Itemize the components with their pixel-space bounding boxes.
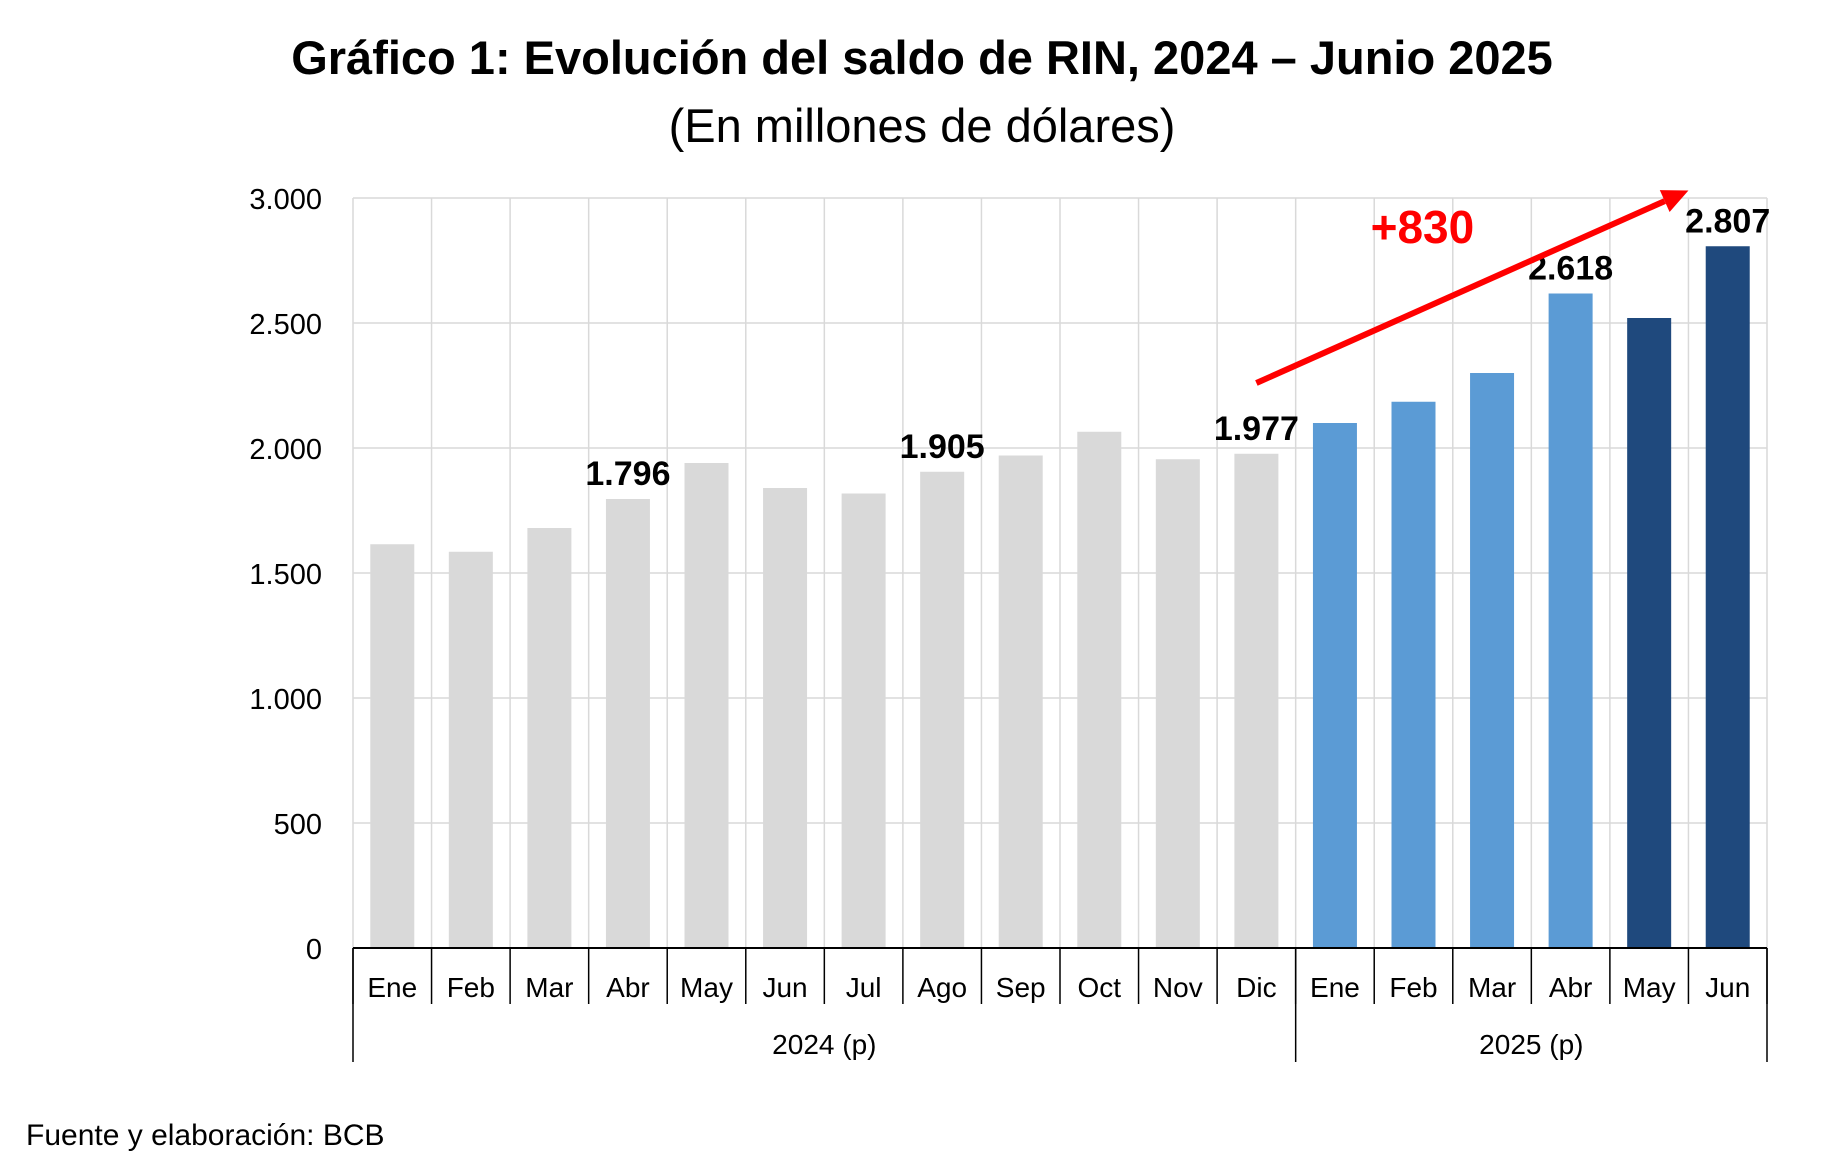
annotation-label: +830 <box>1371 201 1475 253</box>
bar-nov-10 <box>1155 459 1200 948</box>
bar-may-4 <box>684 463 729 948</box>
labels-layer: 0 500 1.000 1.500 2.000 2.500 3.000 Ene Feb Mar Ab… <box>249 184 1770 1060</box>
chart-title: Gráfico 1: Evolución del saldo de RIN, 2… <box>291 31 1553 84</box>
annotation-layer: +830 <box>1255 190 1689 386</box>
x-tick-label: Abr <box>1549 972 1593 1003</box>
x-tick-label: Ene <box>367 972 417 1003</box>
bar-abr-3 <box>605 499 650 948</box>
y-tick-label: 2.000 <box>249 434 322 466</box>
grid-layer <box>352 197 1768 948</box>
data-label: 1.905 <box>900 428 985 466</box>
bar-ene-12 <box>1312 423 1357 948</box>
source-note: Fuente y elaboración: BCB <box>26 1119 385 1152</box>
y-tick-label: 1.500 <box>249 559 322 591</box>
x-tick-label: Ene <box>1310 972 1360 1003</box>
x-tick-label: Nov <box>1153 972 1203 1003</box>
x-tick-label: Feb <box>1389 972 1437 1003</box>
bar-ago-7 <box>920 471 965 948</box>
y-tick-label: 2.500 <box>249 309 322 341</box>
x-group-label: 2024 (p) <box>772 1029 876 1060</box>
x-tick-label: Dic <box>1236 972 1276 1003</box>
bar-may-16 <box>1627 318 1672 948</box>
x-tick-label: May <box>680 972 733 1003</box>
bar-dic-11 <box>1234 453 1279 948</box>
x-tick-label: May <box>1623 972 1676 1003</box>
x-tick-label: Abr <box>606 972 650 1003</box>
bar-abr-15 <box>1548 293 1593 948</box>
bars-layer <box>370 246 1750 948</box>
bar-jun-5 <box>763 488 808 948</box>
chart-subtitle: (En millones de dólares) <box>668 99 1176 152</box>
data-label: 2.807 <box>1685 202 1770 240</box>
x-tick-label: Mar <box>1468 972 1516 1003</box>
trend-arrow-head <box>1659 190 1689 213</box>
bar-jun-17 <box>1705 246 1750 948</box>
bar-jul-6 <box>841 493 886 948</box>
axis-layer <box>352 947 1768 1062</box>
x-tick-label: Feb <box>447 972 495 1003</box>
x-tick-label: Mar <box>525 972 573 1003</box>
x-tick-label: Ago <box>917 972 967 1003</box>
bar-mar-2 <box>527 528 572 948</box>
x-tick-label: Sep <box>996 972 1046 1003</box>
bar-feb-13 <box>1391 401 1436 948</box>
x-tick-label: Jul <box>846 972 882 1003</box>
x-tick-label: Oct <box>1077 972 1121 1003</box>
data-label: 1.796 <box>585 455 670 493</box>
y-tick-label: 1.000 <box>249 684 322 716</box>
bar-oct-9 <box>1077 431 1122 948</box>
bar-mar-14 <box>1470 373 1515 948</box>
bar-ene-0 <box>370 544 415 948</box>
bar-feb-1 <box>448 551 493 948</box>
data-label: 1.977 <box>1214 410 1299 448</box>
x-group-label: 2025 (p) <box>1479 1029 1583 1060</box>
x-tick-label: Jun <box>1705 972 1750 1003</box>
x-tick-label: Jun <box>762 972 807 1003</box>
trend-arrow-shaft <box>1255 198 1666 386</box>
y-tick-label: 3.000 <box>249 184 322 216</box>
bar-sep-8 <box>998 455 1043 948</box>
rin-bar-chart: 0 500 1.000 1.500 2.000 2.500 3.000 Ene Feb Mar Ab… <box>249 184 1770 1062</box>
y-tick-label: 0 <box>306 934 322 966</box>
y-tick-label: 500 <box>274 809 322 841</box>
